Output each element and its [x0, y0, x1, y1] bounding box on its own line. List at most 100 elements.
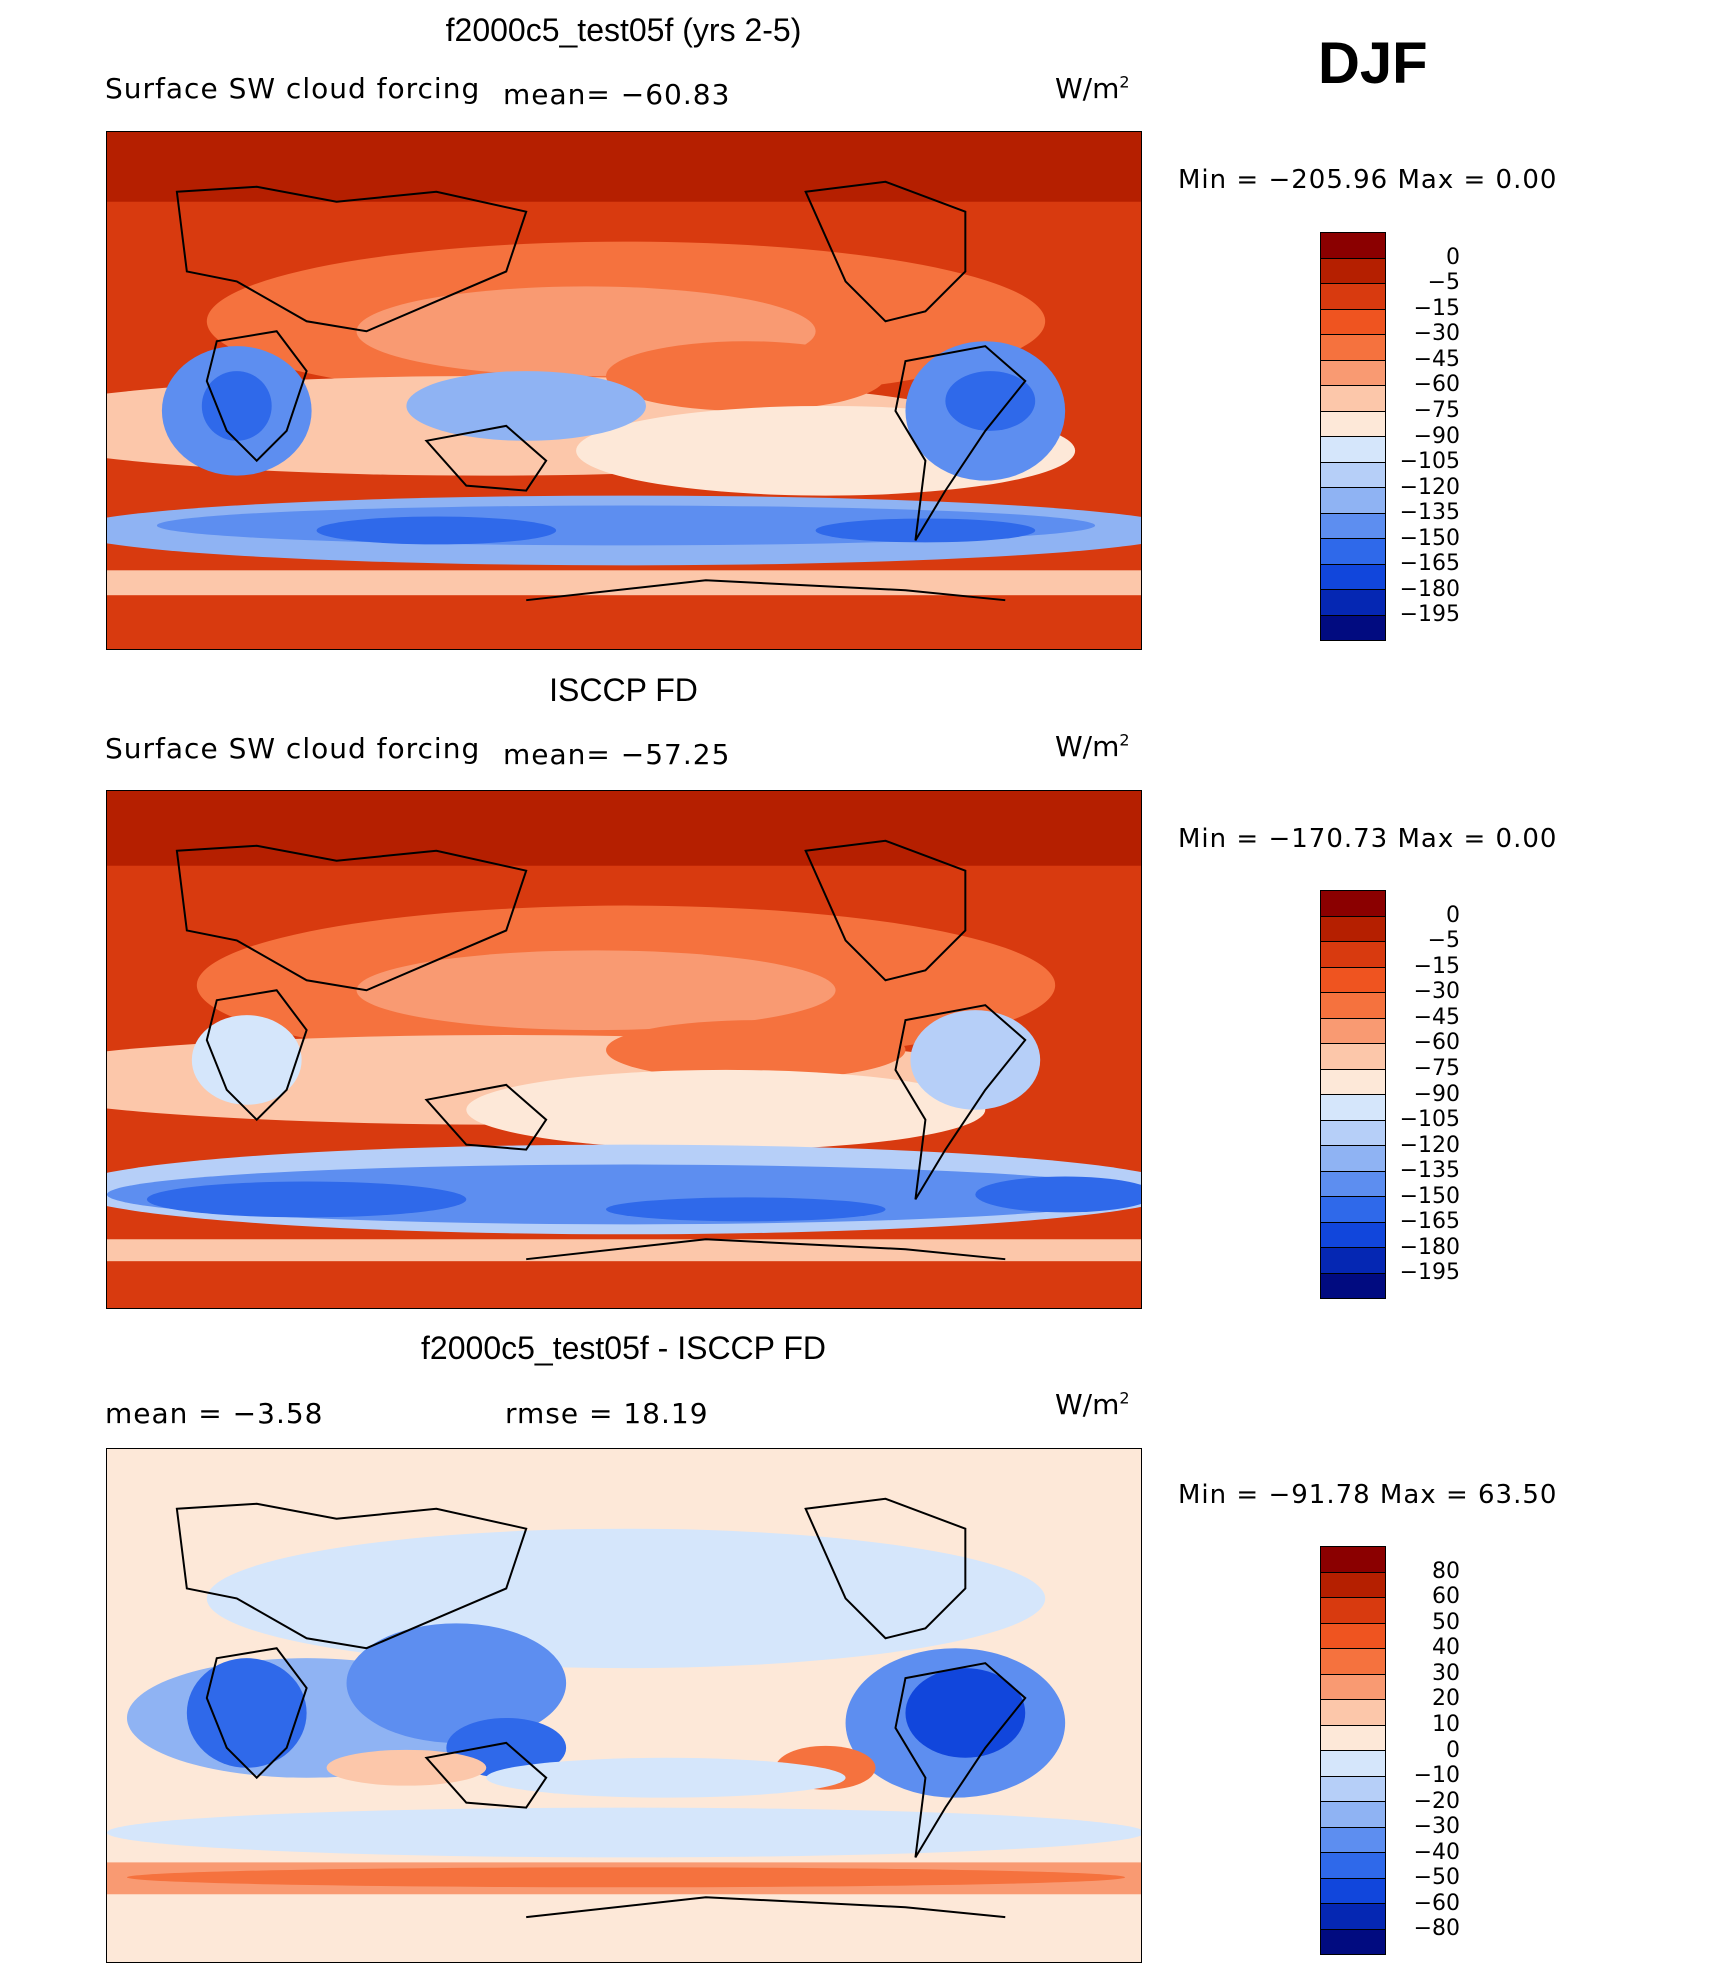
colorbar-swatch	[1321, 1904, 1385, 1930]
colorbar-tick-label: 60	[1432, 1584, 1460, 1610]
colorbar-swatch	[1321, 1776, 1385, 1802]
colorbar-swatch	[1321, 1197, 1385, 1223]
mean-label: mean = −3.58	[105, 1397, 324, 1430]
colorbar-swatch	[1321, 513, 1385, 539]
panel-title: f2000c5_test05f - ISCCP FD	[421, 1330, 826, 1366]
mean-label: mean= −60.83	[503, 78, 731, 111]
colorbar-swatch	[1321, 1929, 1385, 1954]
colorbar-tick-label: −60	[1413, 1030, 1460, 1056]
panel-title: f2000c5_test05f (yrs 2-5)	[445, 12, 802, 48]
colorbar-swatch	[1321, 258, 1385, 284]
colorbar-swatch	[1321, 488, 1385, 514]
colorbar-swatch	[1321, 1623, 1385, 1649]
colorbar-tick-label: −30	[1413, 979, 1460, 1005]
colorbar-labels: 0 −5 −15 −30 −45 −60 −75 −90 −105 −120 −135 −150 −16…	[1390, 890, 1460, 1299]
colorbar-swatch	[1321, 1120, 1385, 1146]
mean-label: mean= −57.25	[503, 738, 731, 771]
colorbar-labels: 0 −5 −15 −30 −45 −60 −75 −90 −105 −120 −135 −150 −16…	[1390, 232, 1460, 641]
colorbar-tick-label: −15	[1413, 953, 1460, 979]
colorbar-cells	[1321, 891, 1385, 1298]
map-plot	[106, 790, 1142, 1309]
colorbar-swatch	[1321, 590, 1385, 616]
colorbar-swatch	[1321, 916, 1385, 942]
colorbar-tick-label: −50	[1413, 1865, 1460, 1891]
colorbar-tick-label: −180	[1399, 1234, 1460, 1260]
colorbar-tick-label: −30	[1413, 321, 1460, 347]
colorbar-swatch	[1321, 1853, 1385, 1879]
colorbar-swatch	[1321, 1044, 1385, 1070]
colorbar-tick-label: 50	[1432, 1609, 1460, 1635]
colorbar-swatch	[1321, 1827, 1385, 1853]
colorbar-tick-label: −10	[1413, 1763, 1460, 1789]
colorbar-labels: 80 60 50 40 30 20 10 0 −10 −20 −30 −40 −50 −60 −80	[1390, 1546, 1460, 1955]
colorbar-swatch	[1321, 1674, 1385, 1700]
colorbar-tick-label: −15	[1413, 295, 1460, 321]
min-max-label: Min = −91.78 Max = 63.50	[1178, 1480, 1558, 1510]
min-max-label: Min = −205.96 Max = 0.00	[1178, 165, 1558, 195]
colorbar-swatch	[1321, 335, 1385, 361]
colorbar-tick-label: 10	[1432, 1711, 1460, 1737]
colorbar-tick-label: −40	[1413, 1839, 1460, 1865]
colorbar-swatch	[1321, 360, 1385, 386]
colorbar-tick-label: −45	[1413, 1004, 1460, 1030]
colorbar-tick-label: −60	[1413, 372, 1460, 398]
units-label: W/m2	[1055, 72, 1130, 105]
colorbar-tick-label: −75	[1413, 1055, 1460, 1081]
variable-label: Surface SW cloud forcing	[105, 72, 481, 105]
map-plot	[106, 1448, 1142, 1963]
colorbar-swatch	[1321, 539, 1385, 565]
rmse-label: rmse = 18.19	[505, 1397, 709, 1430]
colorbar-swatch	[1321, 1649, 1385, 1675]
colorbar-tick-label: −75	[1413, 397, 1460, 423]
colorbar	[1320, 232, 1386, 641]
colorbar-tick-label: −180	[1399, 576, 1460, 602]
colorbar-tick-label: −195	[1399, 602, 1460, 628]
colorbar-tick-label: −135	[1399, 1158, 1460, 1184]
colorbar-swatch	[1321, 1146, 1385, 1172]
colorbar-tick-label: −60	[1413, 1890, 1460, 1916]
colorbar-tick-label: −105	[1399, 1107, 1460, 1133]
colorbar-swatch	[1321, 1547, 1385, 1573]
colorbar-swatch	[1321, 437, 1385, 463]
colorbar-swatch	[1321, 284, 1385, 310]
colorbar-tick-label: −120	[1399, 1132, 1460, 1158]
colorbar-tick-label: −105	[1399, 449, 1460, 475]
colorbar-swatch	[1321, 1878, 1385, 1904]
colorbar-swatch	[1321, 1802, 1385, 1828]
colorbar-tick-label: −90	[1413, 1081, 1460, 1107]
colorbar-swatch	[1321, 462, 1385, 488]
colorbar-swatch	[1321, 564, 1385, 590]
colorbar-tick-label: −150	[1399, 525, 1460, 551]
colorbar-tick-label: −195	[1399, 1260, 1460, 1286]
colorbar-tick-label: −135	[1399, 500, 1460, 526]
colorbar-tick-label: −80	[1413, 1916, 1460, 1942]
colorbar-tick-label: 0	[1446, 902, 1460, 928]
colorbar-tick-label: −150	[1399, 1183, 1460, 1209]
colorbar-swatch	[1321, 942, 1385, 968]
colorbar-swatch	[1321, 233, 1385, 259]
colorbar-tick-label: −165	[1399, 551, 1460, 577]
colorbar-swatch	[1321, 309, 1385, 335]
colorbar-swatch	[1321, 1751, 1385, 1777]
colorbar-swatch	[1321, 1700, 1385, 1726]
season-label: DJF	[1318, 31, 1428, 96]
colorbar-tick-label: 80	[1432, 1558, 1460, 1584]
variable-label: Surface SW cloud forcing	[105, 732, 481, 765]
colorbar-tick-label: −5	[1427, 928, 1460, 954]
colorbar-tick-label: −120	[1399, 474, 1460, 500]
map-plot	[106, 131, 1142, 650]
colorbar-swatch	[1321, 891, 1385, 917]
units-label: W/m2	[1055, 1388, 1130, 1421]
colorbar-tick-label: −20	[1413, 1788, 1460, 1814]
colorbar	[1320, 1546, 1386, 1955]
colorbar-tick-label: −165	[1399, 1209, 1460, 1235]
colorbar-swatch	[1321, 1248, 1385, 1274]
colorbar-cells	[1321, 233, 1385, 640]
colorbar-tick-label: 0	[1446, 1737, 1460, 1763]
colorbar-tick-label: −90	[1413, 423, 1460, 449]
colorbar-tick-label: 20	[1432, 1686, 1460, 1712]
colorbar-swatch	[1321, 1222, 1385, 1248]
colorbar-tick-label: −5	[1427, 270, 1460, 296]
colorbar-swatch	[1321, 1572, 1385, 1598]
colorbar-tick-label: 0	[1446, 244, 1460, 270]
